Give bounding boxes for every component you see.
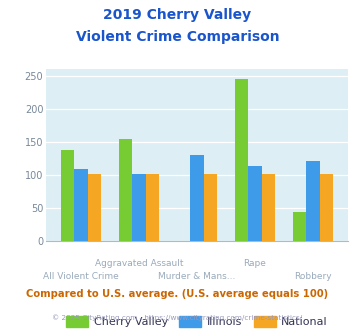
Text: © 2025 CityRating.com - https://www.cityrating.com/crime-statistics/: © 2025 CityRating.com - https://www.city… — [53, 314, 302, 321]
Bar — [146, 174, 159, 241]
Bar — [61, 150, 74, 241]
Bar — [306, 161, 320, 241]
Bar — [248, 166, 262, 241]
Text: Rape: Rape — [244, 259, 267, 268]
Bar — [132, 174, 146, 241]
Text: All Violent Crime: All Violent Crime — [43, 272, 119, 281]
Bar — [262, 174, 275, 241]
Bar — [235, 79, 248, 241]
Legend: Cherry Valley, Illinois, National: Cherry Valley, Illinois, National — [62, 312, 332, 330]
Bar — [293, 212, 306, 241]
Text: Aggravated Assault: Aggravated Assault — [95, 259, 183, 268]
Bar — [204, 174, 217, 241]
Bar — [320, 174, 333, 241]
Text: Murder & Mans...: Murder & Mans... — [158, 272, 236, 281]
Bar — [190, 155, 204, 241]
Bar — [88, 174, 101, 241]
Text: 2019 Cherry Valley: 2019 Cherry Valley — [103, 8, 252, 22]
Bar — [74, 169, 88, 241]
Text: Robbery: Robbery — [294, 272, 332, 281]
Text: Compared to U.S. average. (U.S. average equals 100): Compared to U.S. average. (U.S. average … — [26, 289, 329, 299]
Bar — [119, 139, 132, 241]
Text: Violent Crime Comparison: Violent Crime Comparison — [76, 30, 279, 44]
